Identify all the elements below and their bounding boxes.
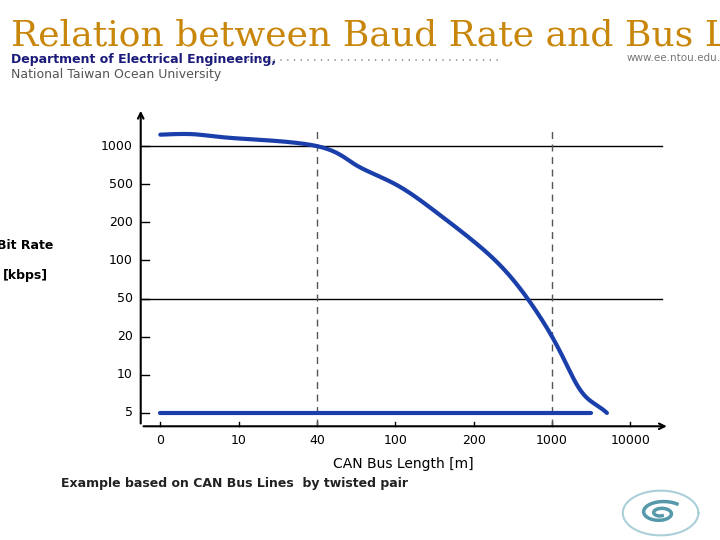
Text: Bit Rate: Bit Rate <box>0 239 53 252</box>
Text: 5: 5 <box>125 407 133 420</box>
Text: Relation between Baud Rate and Bus Length: Relation between Baud Rate and Bus Lengt… <box>11 19 720 53</box>
Text: CAN Bus Length [m]: CAN Bus Length [m] <box>333 457 474 471</box>
Text: 50: 50 <box>117 292 133 305</box>
Text: 10: 10 <box>230 434 246 447</box>
Text: 100: 100 <box>109 254 133 267</box>
Text: www.ee.ntou.edu.tw: www.ee.ntou.edu.tw <box>626 53 720 63</box>
Text: 200: 200 <box>109 216 133 229</box>
Text: 1000: 1000 <box>101 140 133 153</box>
Text: 40: 40 <box>309 434 325 447</box>
Text: 500: 500 <box>109 178 133 191</box>
Text: 1000: 1000 <box>536 434 568 447</box>
Text: 20: 20 <box>117 330 133 343</box>
Text: 100: 100 <box>384 434 408 447</box>
Text: 10: 10 <box>117 368 133 381</box>
Text: 200: 200 <box>462 434 486 447</box>
Text: Example based on CAN Bus Lines  by twisted pair: Example based on CAN Bus Lines by twiste… <box>61 477 408 490</box>
Text: 0: 0 <box>156 434 164 447</box>
Text: [kbps]: [kbps] <box>3 269 48 282</box>
Text: National Taiwan Ocean University: National Taiwan Ocean University <box>11 68 221 80</box>
Text: ......................................: ...................................... <box>245 53 501 63</box>
Text: 10000: 10000 <box>611 434 650 447</box>
Text: Department of Electrical Engineering,: Department of Electrical Engineering, <box>11 53 276 66</box>
